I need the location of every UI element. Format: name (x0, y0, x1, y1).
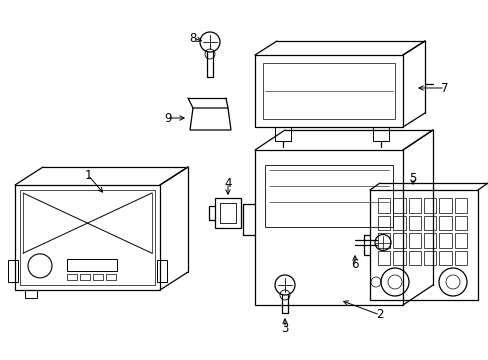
Bar (369, 190, 477, 300)
Bar (106, 274, 116, 280)
Bar (67, 274, 77, 280)
Bar (372, 127, 388, 141)
Text: 5: 5 (408, 171, 416, 185)
Bar (377, 216, 389, 230)
Text: 3: 3 (281, 321, 288, 334)
Bar (215, 198, 241, 228)
Bar (408, 233, 420, 248)
Bar (274, 127, 290, 141)
Bar (377, 251, 389, 265)
Bar (377, 198, 389, 212)
Bar (392, 233, 405, 248)
Bar (423, 216, 435, 230)
Text: 6: 6 (350, 258, 358, 271)
Bar (264, 165, 392, 227)
Text: 1: 1 (84, 168, 92, 181)
Bar (8, 260, 18, 282)
Bar (263, 63, 394, 119)
Bar (254, 55, 402, 127)
Text: 4: 4 (224, 176, 231, 189)
Bar (408, 216, 420, 230)
Bar (392, 251, 405, 265)
Bar (20, 190, 155, 285)
Bar (220, 203, 236, 223)
Bar (254, 150, 402, 305)
Bar (67, 259, 117, 271)
Text: 9: 9 (164, 112, 171, 125)
Bar (454, 216, 466, 230)
Bar (423, 198, 435, 212)
Bar (438, 198, 451, 212)
Bar (454, 251, 466, 265)
Bar (438, 233, 451, 248)
Bar (423, 251, 435, 265)
Bar (157, 260, 167, 282)
Bar (438, 251, 451, 265)
Text: 7: 7 (440, 81, 448, 95)
Text: 2: 2 (375, 309, 383, 321)
Bar (454, 198, 466, 212)
Bar (454, 233, 466, 248)
Bar (408, 251, 420, 265)
Bar (408, 198, 420, 212)
Bar (377, 233, 389, 248)
Bar (438, 216, 451, 230)
Bar (93, 274, 103, 280)
Text: 8: 8 (189, 32, 196, 45)
Bar (80, 274, 90, 280)
Bar (15, 185, 160, 290)
Bar (423, 233, 435, 248)
Bar (25, 290, 37, 298)
Bar (392, 198, 405, 212)
Bar (392, 216, 405, 230)
